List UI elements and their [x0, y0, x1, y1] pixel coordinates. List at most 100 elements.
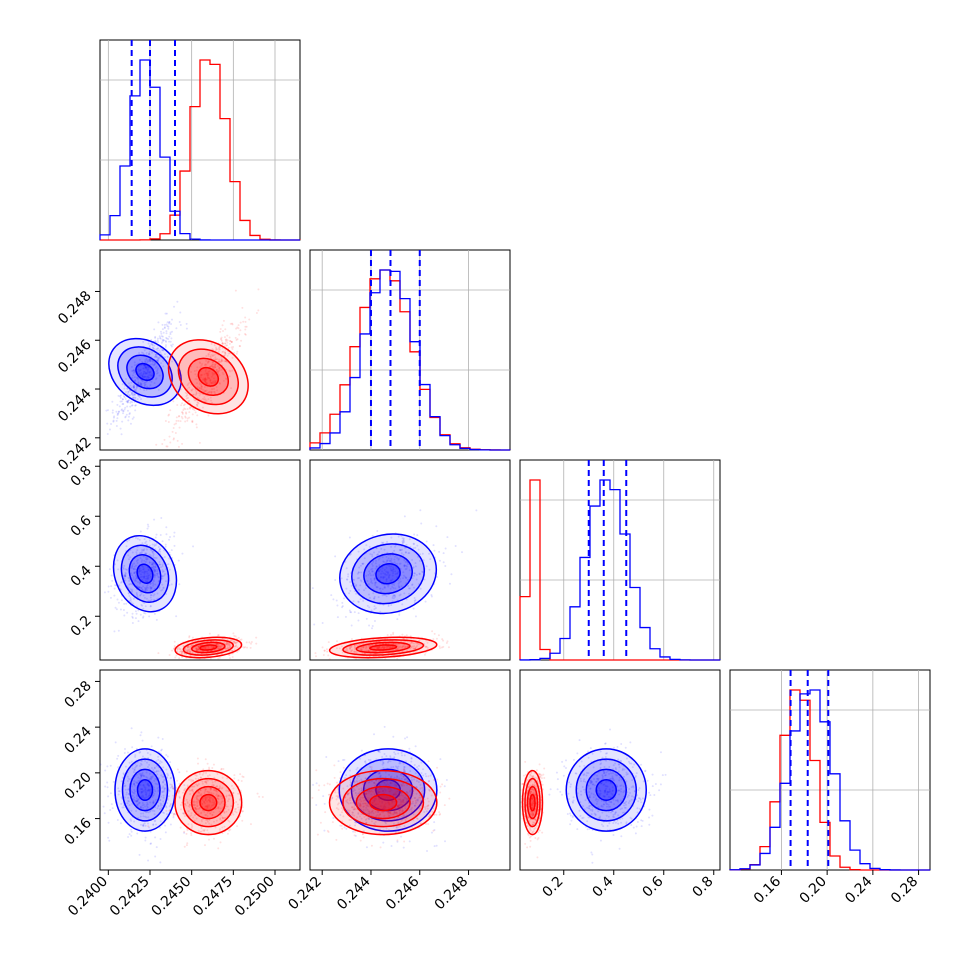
scatter-point [106, 781, 109, 784]
scatter-point [132, 386, 135, 389]
scatter-point [173, 640, 176, 643]
scatter-point [145, 811, 148, 814]
scatter-point [161, 583, 164, 586]
scatter-point [161, 328, 164, 331]
scatter-point [150, 549, 153, 552]
scatter-point [156, 339, 159, 342]
scatter-point [154, 335, 157, 338]
scatter-point [440, 646, 443, 649]
scatter-point [149, 582, 152, 585]
scatter-point [408, 794, 411, 797]
scatter-point [209, 365, 212, 368]
scatter-point [140, 373, 143, 376]
scatter-point [397, 805, 400, 808]
scatter-point [164, 312, 167, 315]
scatter-point [383, 560, 386, 563]
scatter-point [429, 558, 432, 561]
scatter-point [382, 577, 385, 580]
scatter-point [136, 803, 139, 806]
scatter-point [161, 349, 164, 352]
panel-3-0 [99, 669, 301, 871]
scatter-point [148, 353, 151, 356]
scatter-point [212, 363, 215, 366]
histogram-series [309, 269, 511, 451]
scatter-point [147, 376, 150, 379]
scatter-point [223, 360, 226, 363]
scatter-point [244, 316, 247, 319]
scatter-point [146, 578, 149, 581]
scatter-point [208, 795, 211, 798]
scatter-point [173, 645, 176, 648]
scatter-point [140, 823, 143, 826]
scatter-point [403, 766, 406, 769]
scatter-point [378, 563, 381, 566]
scatter-point [209, 812, 212, 815]
scatter-point [163, 779, 166, 782]
scatter-point [392, 631, 395, 634]
scatter-point [117, 629, 120, 632]
scatter-point [127, 800, 130, 803]
scatter-point [450, 573, 453, 576]
scatter-point [239, 329, 242, 332]
scatter-point [141, 361, 144, 364]
scatter-point [135, 575, 138, 578]
scatter-point [386, 571, 389, 574]
scatter-point [152, 599, 155, 602]
scatter-point [157, 580, 160, 583]
scatter-point [154, 798, 157, 801]
scatter-point [235, 352, 238, 355]
scatter-point [201, 362, 204, 365]
scatter-point [191, 789, 194, 792]
scatter-point [370, 609, 373, 612]
scatter-point [121, 408, 124, 411]
scatter-point [376, 645, 379, 648]
scatter-point [402, 762, 405, 765]
scatter-point [348, 824, 351, 827]
scatter-point [135, 799, 138, 802]
scatter-point [225, 643, 228, 646]
scatter-point [153, 363, 156, 366]
scatter-point [122, 806, 125, 809]
scatter-point [356, 572, 359, 575]
scatter-point [401, 645, 404, 648]
scatter-point [188, 399, 191, 402]
scatter-point [228, 653, 231, 656]
scatter-point [230, 649, 233, 652]
scatter-point [210, 365, 213, 368]
scatter-point [188, 386, 191, 389]
scatter-point [227, 346, 230, 349]
scatter-point [385, 580, 388, 583]
scatter-point [362, 599, 365, 602]
scatter-point [159, 798, 162, 801]
scatter-point [179, 388, 182, 391]
scatter-point [359, 798, 362, 801]
scatter-point [226, 647, 229, 650]
scatter-point [135, 809, 138, 812]
scatter-point [332, 598, 335, 601]
scatter-point [461, 551, 464, 554]
scatter-point [397, 765, 400, 768]
scatter-point [149, 594, 152, 597]
scatter-point [162, 775, 165, 778]
scatter-point [196, 795, 199, 798]
scatter-point [360, 648, 363, 651]
scatter-point [187, 823, 190, 826]
scatter-point [123, 575, 126, 578]
scatter-point [237, 324, 240, 327]
scatter-point [124, 568, 127, 571]
scatter-point [360, 778, 363, 781]
scatter-point [401, 645, 404, 648]
scatter-point [345, 774, 348, 777]
scatter-point [371, 534, 374, 537]
scatter-point [389, 787, 392, 790]
scatter-point [117, 412, 120, 415]
scatter-point [212, 837, 215, 840]
scatter-point [156, 592, 159, 595]
scatter-point [118, 405, 121, 408]
scatter-point [130, 834, 133, 837]
scatter-point [422, 789, 425, 792]
scatter-point [156, 572, 159, 575]
scatter-point [162, 349, 165, 352]
scatter-point [219, 841, 222, 844]
scatter-point [145, 796, 148, 799]
